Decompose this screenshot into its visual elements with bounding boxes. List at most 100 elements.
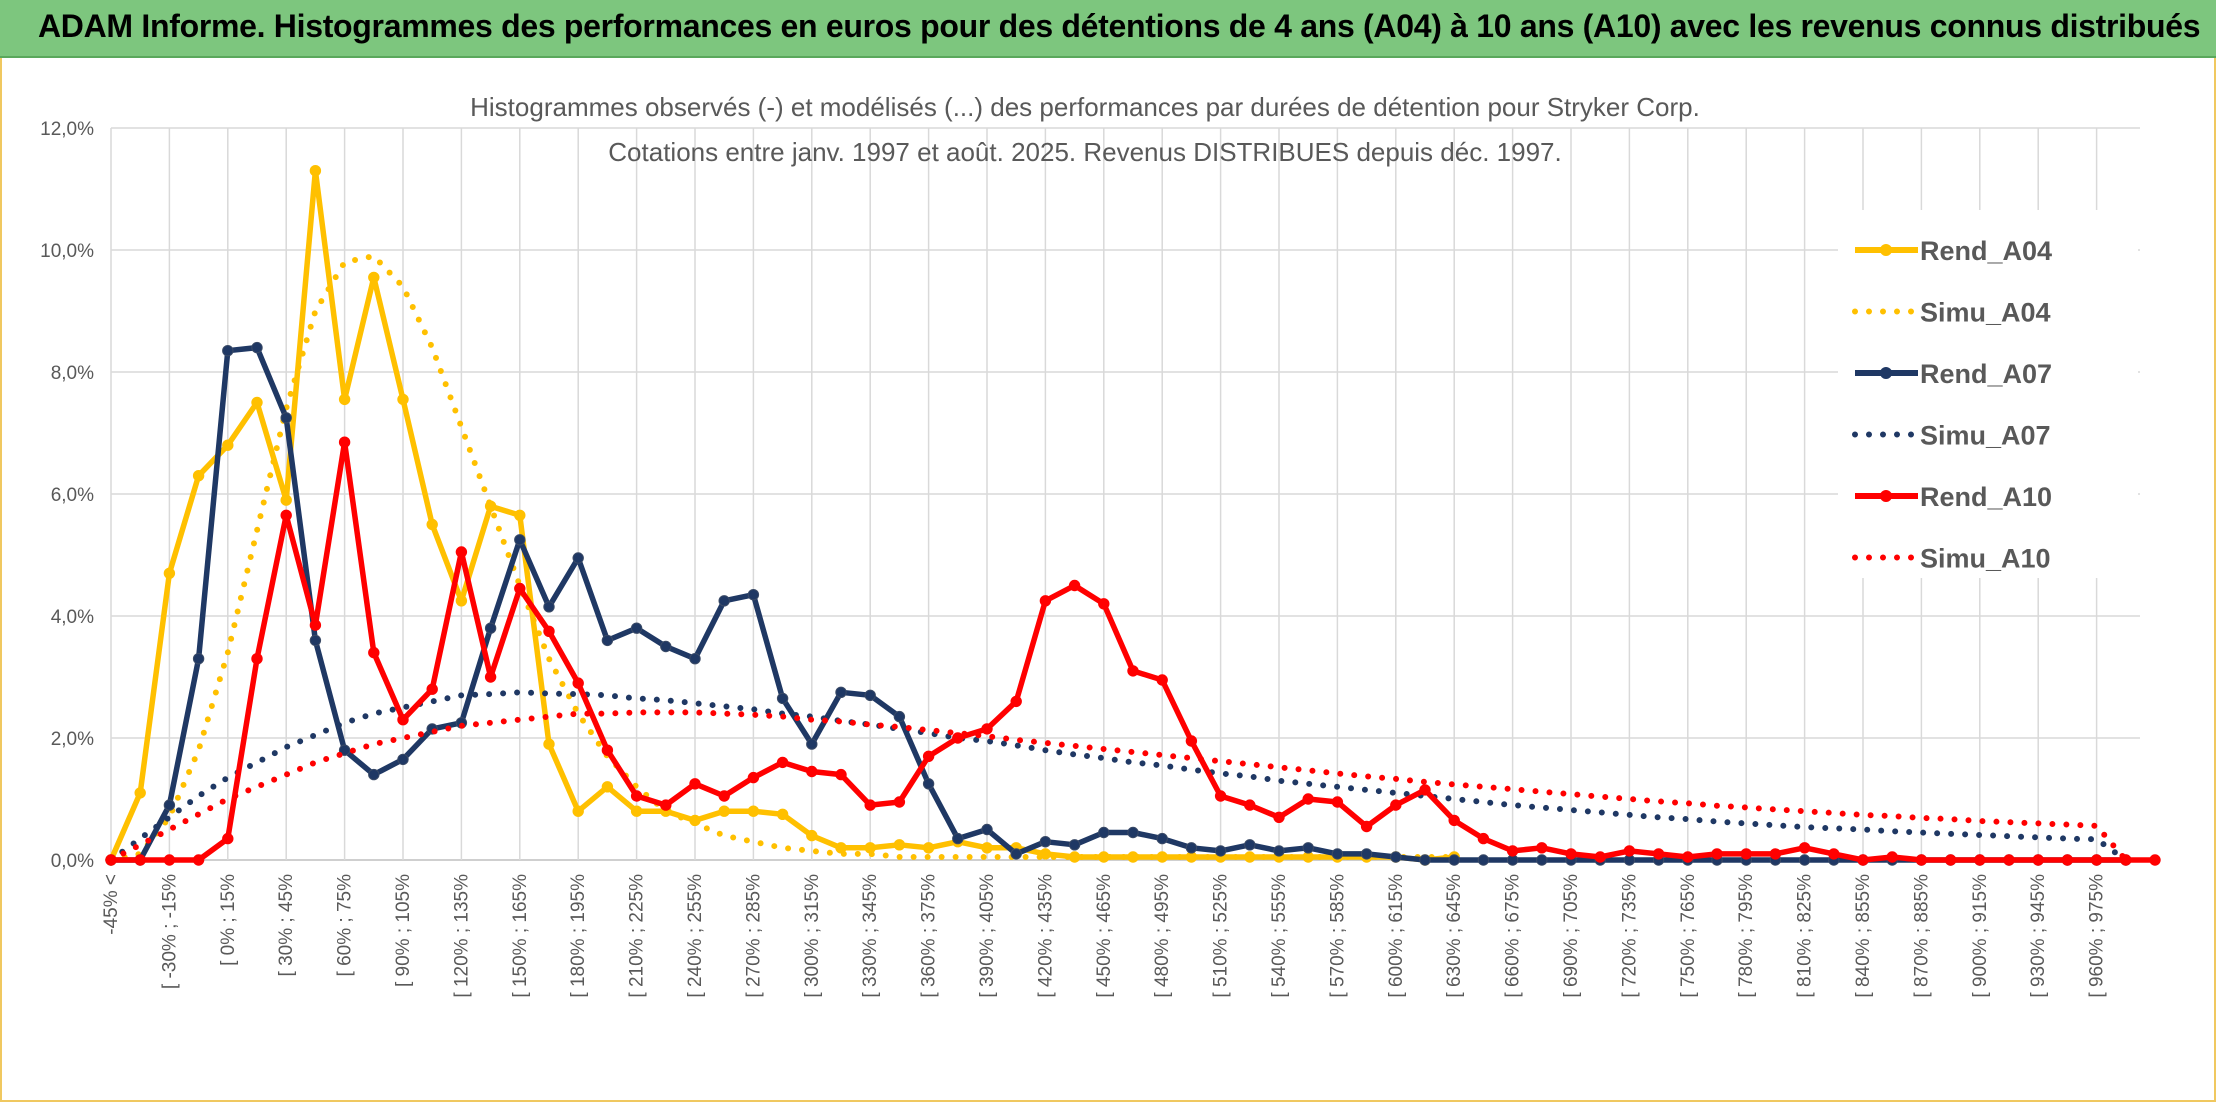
data-point xyxy=(1623,845,1636,857)
data-point xyxy=(1652,848,1665,860)
data-point xyxy=(1331,848,1344,860)
data-point xyxy=(338,436,351,448)
x-tick-label: [ 630% ; 645% xyxy=(1444,874,1465,998)
legend-label: Rend_A04 xyxy=(1920,236,2052,266)
data-point xyxy=(1536,842,1548,854)
data-point xyxy=(922,750,935,762)
x-tick-label: [ 690% ; 705% xyxy=(1561,874,1582,998)
data-point xyxy=(1536,854,1548,866)
data-point xyxy=(543,601,555,613)
data-point xyxy=(1390,851,1402,863)
x-tick-label: [ 510% ; 525% xyxy=(1211,874,1232,998)
data-point xyxy=(484,622,497,634)
x-tick-label: [ 960% ; 975% xyxy=(2087,874,2108,998)
x-tick-label: [ 900% ; 915% xyxy=(1970,874,1991,998)
data-point xyxy=(630,790,643,802)
chart-legend: Rend_A04 Simu_A04 Rend_A07 Simu_A07 Rend_A10… xyxy=(1838,210,2138,578)
data-point xyxy=(1039,848,1052,860)
x-tick-label: [ 300% ; 315% xyxy=(802,874,823,998)
data-point xyxy=(1974,854,1986,866)
data-point xyxy=(1360,820,1373,833)
data-point xyxy=(543,738,555,750)
data-point xyxy=(2061,854,2074,866)
data-point xyxy=(251,341,263,354)
y-tick-label: 0,0% xyxy=(51,851,94,872)
x-tick-label: [ 660% ; 675% xyxy=(1503,874,1524,998)
data-point xyxy=(514,534,526,546)
data-point xyxy=(806,829,818,842)
data-point xyxy=(864,799,876,811)
data-point xyxy=(601,781,614,793)
x-tick-label: [ 210% ; 225% xyxy=(627,874,648,998)
data-point xyxy=(1477,854,1490,866)
x-tick-label: [ 120% ; 135% xyxy=(451,874,472,998)
data-point xyxy=(1127,826,1139,839)
data-point xyxy=(222,832,234,845)
x-tick-label: [ 540% ; 555% xyxy=(1269,874,1290,998)
data-point xyxy=(981,842,993,854)
data-point xyxy=(572,552,584,564)
data-point xyxy=(1798,842,1811,854)
data-point xyxy=(1214,790,1227,802)
data-point xyxy=(952,832,964,845)
series-simu-a10 xyxy=(108,709,2129,863)
markers-rend-a10 xyxy=(105,436,2161,866)
x-tick-label: -45% < xyxy=(101,874,122,935)
data-point xyxy=(514,582,526,595)
data-point xyxy=(747,805,760,817)
data-point xyxy=(1769,848,1782,860)
y-tick-label: 10,0% xyxy=(40,241,94,262)
data-point xyxy=(806,765,818,778)
data-point xyxy=(1390,799,1402,811)
data-point xyxy=(1010,695,1022,708)
x-tick-label: [ 480% ; 495% xyxy=(1152,874,1173,998)
y-tick-label: 4,0% xyxy=(51,607,94,628)
x-tick-label: [ 750% ; 765% xyxy=(1678,874,1699,998)
data-point xyxy=(689,653,701,665)
data-point xyxy=(309,619,322,631)
data-point xyxy=(601,634,614,647)
data-point xyxy=(1068,839,1081,851)
data-point xyxy=(893,839,906,851)
data-point xyxy=(660,640,672,653)
data-point xyxy=(1302,842,1314,854)
data-point xyxy=(718,805,730,817)
x-tick-label: [ 390% ; 405% xyxy=(977,874,998,998)
data-point xyxy=(1798,854,1811,866)
data-point xyxy=(1448,854,1460,866)
data-point xyxy=(835,768,847,781)
data-point xyxy=(806,738,818,750)
data-point xyxy=(776,756,789,769)
data-point xyxy=(1244,799,1256,811)
data-point xyxy=(163,854,176,866)
data-point xyxy=(1944,854,1957,866)
data-point xyxy=(455,546,468,558)
chart-subtitle: Cotations entre janv. 1997 et août. 2025… xyxy=(608,137,1561,167)
x-tick-label: [ 330% ; 345% xyxy=(860,874,881,998)
legend-marker xyxy=(1880,490,1892,502)
x-tick-label: [ 450% ; 465% xyxy=(1094,874,1115,998)
data-point xyxy=(1127,665,1139,677)
data-point xyxy=(601,744,614,756)
data-point xyxy=(981,723,993,735)
data-point xyxy=(1039,836,1052,848)
x-tick-label: [ 30% ; 45% xyxy=(276,874,297,977)
data-point xyxy=(338,744,351,756)
data-point xyxy=(747,589,760,601)
data-point xyxy=(397,393,409,406)
data-point xyxy=(1331,796,1344,808)
legend-marker xyxy=(1880,244,1892,256)
data-point xyxy=(1506,845,1519,857)
data-point xyxy=(1068,851,1081,863)
data-point xyxy=(1360,848,1373,860)
data-point xyxy=(134,787,146,799)
data-point xyxy=(514,509,526,521)
data-point xyxy=(192,854,205,866)
data-point xyxy=(893,710,906,723)
data-point xyxy=(981,823,993,836)
data-point xyxy=(1857,854,1869,866)
data-point xyxy=(1886,851,1898,863)
y-axis-ticks: 0,0% 2,0% 4,0% 6,0% 8,0% 10,0% 12,0% xyxy=(40,119,94,872)
y-tick-label: 2,0% xyxy=(51,729,94,750)
data-point xyxy=(222,345,234,357)
